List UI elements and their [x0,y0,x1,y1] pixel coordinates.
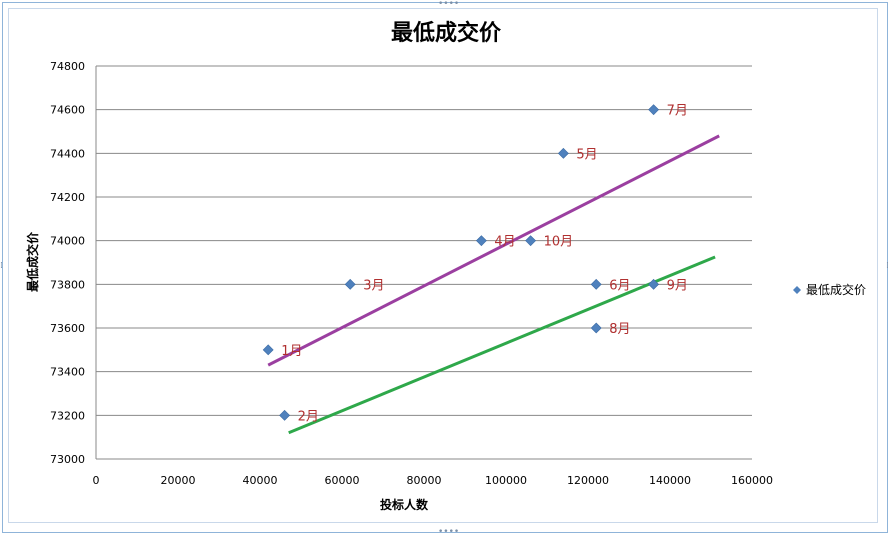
data-point [262,344,274,356]
y-tick-label: 73200 [50,409,85,422]
x-tick-label: 140000 [649,474,691,487]
x-tick-label: 40000 [243,474,278,487]
resize-handle-left[interactable]: ⁞ [0,261,3,271]
data-point [475,235,487,247]
y-tick-label: 73000 [50,453,85,466]
data-label: 9月 [667,278,688,293]
x-tick-label: 20000 [161,474,196,487]
y-tick-label: 73800 [50,278,85,291]
x-tick-label: 120000 [567,474,609,487]
y-tick-label: 74400 [50,147,85,160]
data-point [590,322,602,334]
x-tick-label: 100000 [485,474,527,487]
data-point [344,278,356,290]
x-tick-label: 60000 [325,474,360,487]
data-labels: 1月 2月 3月 4月 5月 6月 7月 8月 9月 10月 [281,104,688,425]
data-label: 3月 [363,278,384,293]
data-point [557,147,569,159]
y-tick-label: 74200 [50,191,85,204]
y-tick-labels: 73000 73200 73400 73600 73800 74000 74200 74400… [50,60,85,466]
data-label: 4月 [494,235,515,250]
data-label: 7月 [667,104,688,119]
y-tick-label: 73600 [50,322,85,335]
legend-label: 最低成交价 [806,282,866,297]
y-tick-label: 74600 [50,104,85,117]
trendline [288,255,716,435]
legend: 最低成交价 [793,282,866,297]
data-label: 2月 [298,409,319,424]
chart-title: 最低成交价 [391,20,502,46]
y-tick-label: 74800 [50,60,85,73]
data-point [590,278,602,290]
data-point [279,409,291,421]
y-tick-label: 74000 [50,235,85,248]
data-points [262,104,660,421]
x-axis-title: 投标人数 [380,497,429,512]
x-tick-labels: 0 20000 40000 60000 80000 100000 120000 140000 1… [93,474,774,487]
y-tick-label: 73400 [50,366,85,379]
gridlines [95,65,752,460]
y-axis-title: 最低成交价 [25,231,40,292]
trendline [267,134,720,367]
trendlines [267,134,720,435]
data-label: 8月 [609,322,630,337]
x-tick-label: 0 [93,474,100,487]
data-label: 6月 [609,278,630,293]
data-label: 5月 [576,147,597,162]
chart-inner-frame [8,8,878,523]
data-point [525,235,537,247]
resize-handle-top[interactable]: •••• [438,0,460,9]
resize-handle-right[interactable]: ⁞ [886,261,889,271]
data-point [648,104,660,116]
data-label: 1月 [281,344,302,359]
legend-marker [793,286,801,294]
data-point [648,278,660,290]
x-tick-label: 80000 [407,474,442,487]
data-label: 10月 [544,235,574,250]
resize-handle-bottom[interactable]: •••• [438,527,460,537]
x-tick-label: 160000 [731,474,773,487]
